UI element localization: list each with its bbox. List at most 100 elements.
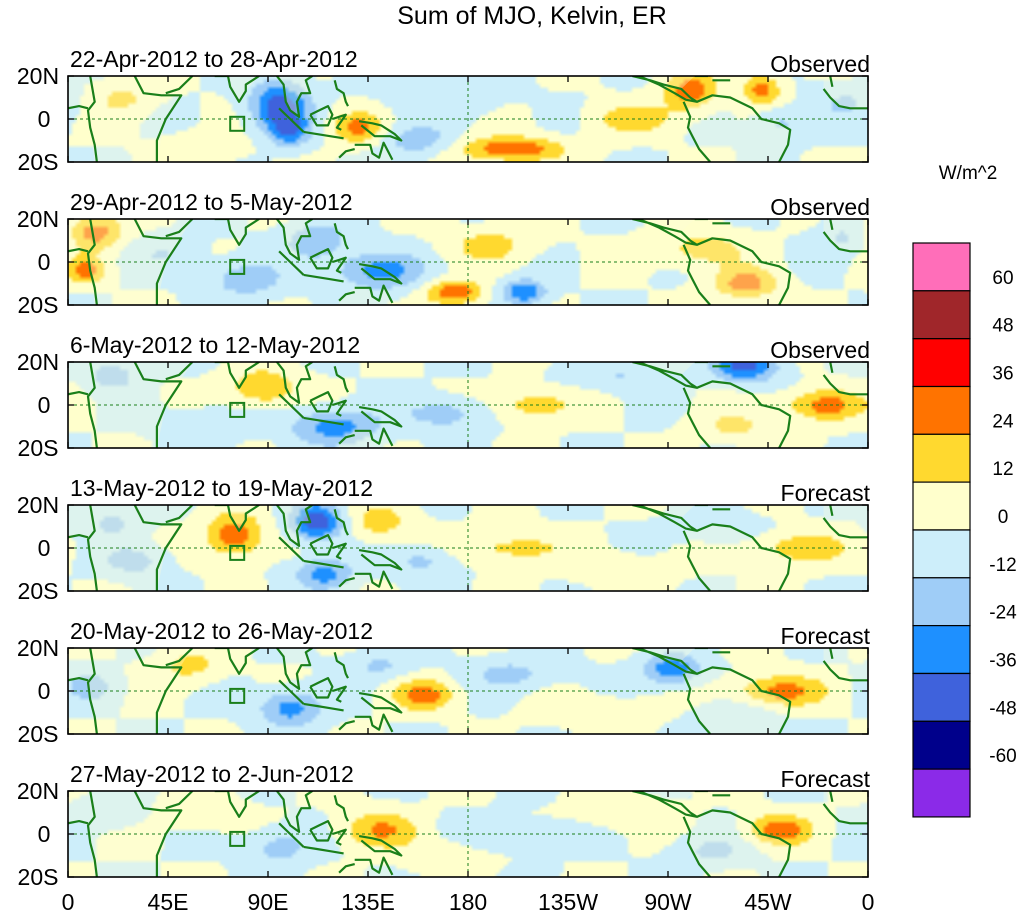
coastline [165, 76, 194, 95]
coastline [309, 105, 334, 127]
coastline [214, 76, 260, 103]
coastline [68, 534, 89, 539]
coastline [86, 362, 98, 448]
coastline [333, 652, 349, 679]
coastline [303, 845, 344, 855]
coastline [303, 416, 344, 426]
coastline [332, 685, 347, 703]
coastline [632, 505, 698, 532]
land-mass [68, 362, 95, 397]
colorbar-swatch [912, 624, 971, 675]
coastline [829, 648, 834, 660]
land-mass [339, 714, 393, 734]
y-tick-label: 0 [38, 249, 51, 275]
coastline [68, 677, 89, 682]
land-mass [683, 238, 791, 305]
coastline [696, 237, 792, 305]
y-tick-label: 0 [38, 392, 51, 418]
coastline [133, 219, 183, 305]
land-mass [276, 219, 313, 260]
coastline [68, 105, 89, 110]
coastline [354, 856, 394, 876]
coastline [358, 692, 403, 714]
box-marker [229, 687, 246, 704]
x-tick-label: 180 [449, 889, 487, 915]
coastline [822, 660, 868, 682]
coastline [133, 505, 183, 591]
panel-date-label: 6-May-2012 to 12-May-2012 [70, 332, 360, 358]
colorbar-swatch [912, 768, 971, 818]
coastline [86, 76, 98, 162]
coastline [133, 791, 183, 877]
panel-date-label: 20-May-2012 to 26-May-2012 [70, 618, 373, 644]
box-marker [229, 544, 246, 561]
coastline [333, 80, 349, 107]
coastline-group [68, 791, 868, 877]
coastline [86, 505, 98, 591]
colorbar-tick-label: -36 [989, 651, 1016, 672]
land-mass [683, 95, 791, 162]
coastline [309, 677, 334, 699]
coastline [829, 791, 834, 803]
panel: 20N 0 20S 20-May-2012 to 26-May-2012 Forecas… [17, 618, 871, 747]
y-tick-label: 20N [17, 492, 59, 518]
coastline [276, 505, 314, 547]
coastline [358, 406, 403, 428]
coastline [332, 542, 347, 560]
coastline [332, 399, 347, 417]
land-mass [276, 648, 313, 689]
coastline [354, 427, 394, 447]
coastline [632, 648, 698, 675]
coastline [358, 835, 403, 857]
x-tick-label: 90W [644, 889, 692, 915]
land-mass [68, 648, 95, 683]
coastline [333, 223, 349, 250]
land-mass [68, 219, 95, 254]
coastline-group [68, 362, 868, 448]
colorbar-tick-label: 12 [992, 459, 1013, 480]
panel-date-label: 27-May-2012 to 2-Jun-2012 [70, 761, 354, 787]
colorbar-tick-label: -24 [989, 603, 1017, 624]
coastline [133, 76, 183, 162]
coastline [358, 263, 403, 285]
coastline [696, 380, 792, 448]
coastline [333, 509, 349, 536]
box-marker [229, 258, 246, 275]
y-tick-label: 0 [38, 821, 51, 847]
land-group [68, 362, 868, 448]
y-tick-label: 20N [17, 63, 59, 89]
coastline [822, 231, 868, 253]
coastline [276, 362, 314, 404]
panel-status-label: Forecast [781, 623, 871, 649]
coastline [682, 244, 712, 305]
coastline [332, 256, 347, 274]
coastline [358, 120, 403, 142]
coastline-group [68, 505, 868, 591]
coastline [214, 362, 260, 389]
land-mass [276, 76, 313, 117]
coastline [829, 362, 834, 374]
panel: 20N 0 20S 27-May-2012 to 2-Jun-2012 Forecast [17, 761, 871, 890]
coastline [309, 534, 334, 556]
colorbar-swatch [912, 290, 971, 340]
coastline [338, 720, 355, 731]
panel-status-label: Forecast [781, 766, 871, 792]
coastline [276, 648, 314, 690]
colorbar-swatch [912, 577, 971, 627]
coastline [338, 148, 355, 159]
land-mass [276, 362, 313, 403]
x-tick-label: 90E [248, 889, 289, 915]
coastline [682, 101, 712, 162]
coastline [332, 828, 347, 846]
y-tick-label: 20N [17, 206, 59, 232]
coastline [278, 107, 305, 133]
coastline [278, 536, 305, 562]
land-mass [339, 857, 393, 877]
coastline [338, 577, 355, 588]
coastline [682, 673, 712, 734]
panel-date-label: 22-Apr-2012 to 28-Apr-2012 [70, 46, 358, 72]
coastline [682, 530, 712, 591]
coastline [303, 130, 344, 140]
coastline [133, 648, 183, 734]
coastline [309, 391, 334, 413]
